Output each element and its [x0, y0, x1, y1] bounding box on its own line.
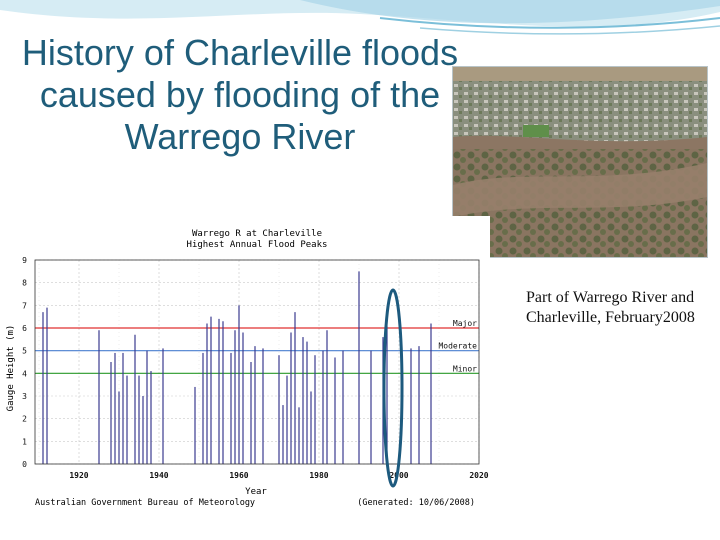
y-axis-label: Gauge Height (m) [6, 325, 16, 412]
y-tick-label: 1 [22, 437, 27, 446]
decorative-wave [0, 0, 720, 35]
chart-title: Warrego R at Charleville [192, 229, 322, 239]
x-tick-label: 1940 [149, 471, 168, 480]
chart-footer-source: Australian Government Bureau of Meteorol… [35, 498, 255, 508]
threshold-label-moderate: Moderate [438, 342, 477, 351]
x-tick-label: 2020 [469, 471, 488, 480]
y-tick-label: 0 [22, 460, 27, 469]
highlight-ellipse [382, 288, 404, 488]
slide-title: History of Charleville floods caused by … [21, 32, 459, 157]
chart-subtitle: Highest Annual Flood Peaks [187, 240, 328, 250]
aerial-flood-photo [452, 66, 708, 258]
y-tick-label: 5 [22, 347, 27, 356]
x-tick-label: 2000 [389, 471, 408, 480]
y-tick-label: 4 [22, 369, 27, 378]
y-tick-label: 9 [22, 256, 27, 265]
threshold-label-major: Major [453, 319, 477, 328]
flood-peaks-chart: Warrego R at Charleville Highest Annual … [3, 216, 490, 508]
x-tick-label: 1980 [309, 471, 328, 480]
plot-frame [34, 259, 480, 465]
x-axis-label: Year [245, 487, 267, 497]
y-tick-label: 2 [22, 415, 27, 424]
y-tick-label: 7 [22, 301, 27, 310]
chart-footer-generated: (Generated: 10/06/2008) [357, 498, 475, 508]
photo-caption: Part of Warrego River and Charleville, F… [526, 289, 695, 326]
chart-svg: Warrego R at Charleville Highest Annual … [6, 229, 489, 508]
y-tick-label: 8 [22, 279, 27, 288]
x-tick-label: 1920 [69, 471, 88, 480]
y-tick-label: 6 [22, 324, 27, 333]
y-tick-label: 3 [22, 392, 27, 401]
x-tick-label: 1960 [229, 471, 248, 480]
threshold-label-minor: Minor [453, 364, 477, 373]
